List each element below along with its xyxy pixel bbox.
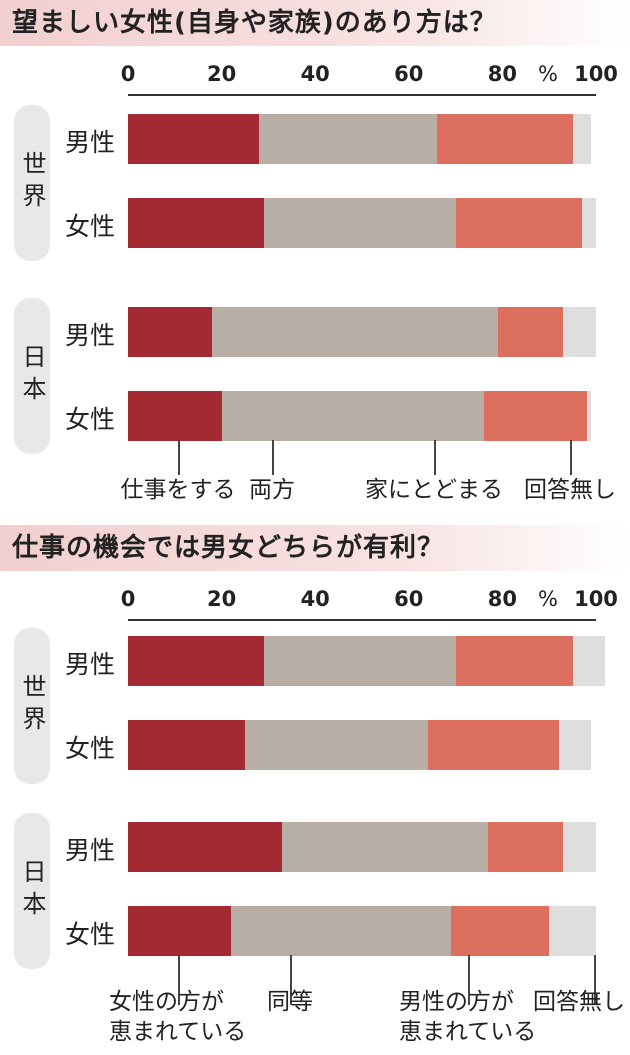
bar-segment-2 [212,307,498,357]
legend-label: 仕事をする [120,477,236,503]
region-label: 日本 [18,859,46,923]
chart-title: 仕事の機会では男女どちらが有利？ [0,525,630,571]
bar-segment-3 [450,906,550,956]
bar-segment-1 [128,114,260,164]
bar-segment-1 [128,391,222,441]
chart-title: 望ましい女性(自身や家族)のあり方は？ [0,0,630,46]
bar-segment-3 [455,636,573,686]
chart-panel-ideal-women: 望ましい女性(自身や家族)のあり方は？ 0 20 40 60 80 100% 世界 日本 男性女… [0,0,630,520]
row-label: 女性 [64,920,115,949]
bar-segment-2 [282,822,489,872]
legend-label: 女性の方が 恵まれている [109,989,247,1045]
legend-label: 回答無し [524,477,616,503]
stacked-bar [128,114,616,164]
axis-tick-label: 60 [394,587,424,611]
bar-segment-2 [221,391,484,441]
bar-segment-1 [128,198,264,248]
bar-segment-2 [263,198,456,248]
region-label: 世界 [18,151,46,215]
axis-tick-label: 60 [394,62,424,86]
bar-segment-4 [563,822,596,872]
row-label: 男性 [64,321,115,350]
bar-segment-3 [455,198,582,248]
axis-tick-label: 80 [487,62,518,86]
legend-leader-line [594,955,596,1005]
bar-segment-2 [263,636,456,686]
bar-segment-3 [427,720,559,770]
chart-panel-job-opportunity: 仕事の機会では男女どちらが有利？ 0 20 40 60 80 100% 世界 日本 男性 女性 男性… [0,525,630,1055]
axis-unit-label: % [538,587,558,611]
bar-segment-3 [497,307,564,357]
legend-leader-line [178,440,180,475]
axis-tick-label: 100 [574,587,618,611]
bar-segment-1 [128,636,264,686]
region-group-box [14,298,50,454]
bar-segment-4 [558,720,592,770]
bar-segment-2 [259,114,437,164]
axis-tick-label: 100 [574,62,618,86]
axis-tick-label: 0 [120,587,136,611]
bar-segment-4 [572,114,592,164]
bar-segment-4 [549,906,596,956]
row-label: 女性 [64,405,115,434]
bar-segment-3 [436,114,573,164]
bar-segment-2 [230,906,451,956]
stacked-bar [128,391,616,441]
stacked-bar [128,198,616,248]
row-label: 女性 [64,734,115,763]
bar-segment-1 [128,307,213,357]
legend-label: 両方 [249,477,295,503]
row-label: 男性 [64,650,115,679]
legend-leader-line [434,440,436,475]
axis-tick-label: 40 [300,62,330,86]
legend-label: 家にとどまる [365,477,503,503]
bar-segment-4 [563,307,596,357]
row-label: 女性 [64,212,115,241]
bar-segment-1 [128,720,245,770]
axis-tick-label: 40 [300,587,330,611]
bar-segment-4 [572,636,606,686]
axis-tick-label: 20 [206,62,237,86]
stacked-bar [128,636,616,686]
stacked-bar [128,307,616,357]
bar-segment-4 [586,391,592,441]
axis-tick-label: 20 [206,587,237,611]
legend-leader-line [570,440,572,475]
region-label: 世界 [18,674,46,738]
stacked-bar [128,822,616,872]
bar-segment-2 [245,720,428,770]
axis-tick-label: 80 [487,587,518,611]
row-label: 男性 [64,836,115,865]
stacked-bar [128,720,616,770]
row-label: 男性 [64,128,115,157]
legend-leader-line [468,955,470,1005]
region-group-box [14,813,50,969]
legend-label: 男性の方が 恵まれている [399,989,537,1045]
bar-segment-1 [128,906,231,956]
legend-leader-line [178,955,180,1005]
bar-segment-3 [483,391,587,441]
region-group-box [14,628,50,784]
region-group-box [14,105,50,261]
axis-unit-label: % [538,62,558,86]
legend-label: 回答無し [533,989,625,1015]
bar-segment-3 [488,822,564,872]
legend-label: 同等 [267,989,313,1015]
legend-leader-line [290,955,292,1005]
bar-segment-1 [128,822,283,872]
axis-tick-label: 0 [120,62,136,86]
legend-leader-line [272,440,274,475]
axis-baseline [128,619,596,621]
bar-segment-4 [581,198,596,248]
region-label: 日本 [18,344,46,408]
stacked-bar [128,906,616,956]
axis-baseline [128,94,596,96]
